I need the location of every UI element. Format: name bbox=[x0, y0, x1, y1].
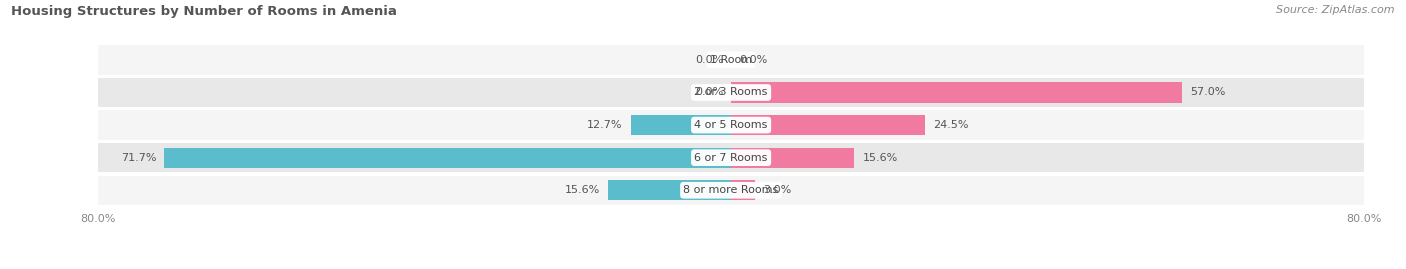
Bar bbox=[731, 180, 755, 200]
Bar bbox=[98, 143, 1364, 172]
Bar bbox=[631, 115, 731, 135]
Text: 57.0%: 57.0% bbox=[1189, 87, 1225, 97]
Text: 4 or 5 Rooms: 4 or 5 Rooms bbox=[695, 120, 768, 130]
Legend: Owner-occupied, Renter-occupied: Owner-occupied, Renter-occupied bbox=[610, 267, 852, 269]
Bar bbox=[731, 82, 1182, 102]
Text: 12.7%: 12.7% bbox=[588, 120, 623, 130]
Text: 0.0%: 0.0% bbox=[695, 87, 723, 97]
Bar bbox=[98, 78, 1364, 107]
Text: 6 or 7 Rooms: 6 or 7 Rooms bbox=[695, 153, 768, 163]
Bar bbox=[731, 148, 855, 168]
Bar bbox=[98, 176, 1364, 205]
Text: 15.6%: 15.6% bbox=[565, 185, 600, 195]
Bar bbox=[731, 115, 925, 135]
Text: 24.5%: 24.5% bbox=[932, 120, 969, 130]
Text: Source: ZipAtlas.com: Source: ZipAtlas.com bbox=[1277, 5, 1395, 15]
Text: 1 Room: 1 Room bbox=[710, 55, 752, 65]
Text: 0.0%: 0.0% bbox=[695, 55, 723, 65]
Text: 8 or more Rooms: 8 or more Rooms bbox=[683, 185, 779, 195]
Text: 2 or 3 Rooms: 2 or 3 Rooms bbox=[695, 87, 768, 97]
Bar bbox=[165, 148, 731, 168]
Text: Housing Structures by Number of Rooms in Amenia: Housing Structures by Number of Rooms in… bbox=[11, 5, 396, 18]
Bar bbox=[607, 180, 731, 200]
Text: 71.7%: 71.7% bbox=[121, 153, 156, 163]
Text: 15.6%: 15.6% bbox=[862, 153, 897, 163]
Bar bbox=[98, 45, 1364, 75]
Text: 3.0%: 3.0% bbox=[762, 185, 792, 195]
Text: 0.0%: 0.0% bbox=[740, 55, 768, 65]
Bar bbox=[98, 110, 1364, 140]
